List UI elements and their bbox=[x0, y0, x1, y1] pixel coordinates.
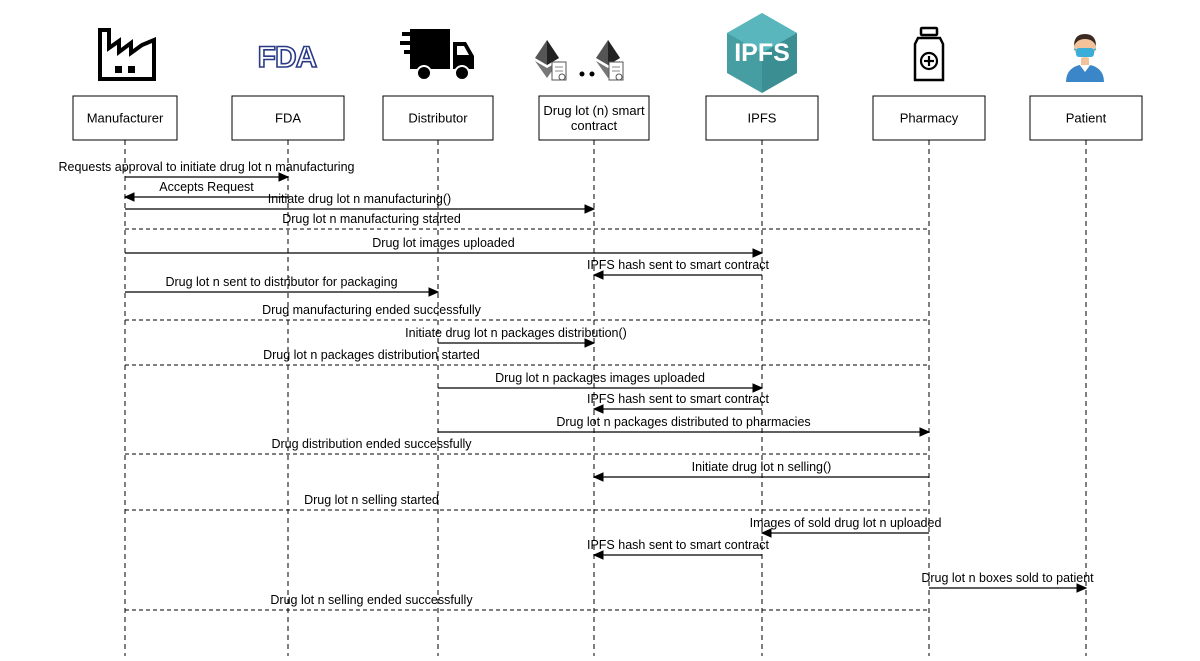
message-label: Drug lot n packages images uploaded bbox=[495, 371, 705, 385]
message-arrow: Initiate drug lot n selling() bbox=[592, 460, 929, 482]
ethereum-contract-icon bbox=[535, 40, 624, 81]
message-label: Images of sold drug lot n uploaded bbox=[750, 516, 942, 530]
fda-logo-text: FDA bbox=[258, 41, 317, 74]
actor-box bbox=[705, 95, 819, 141]
broadcast-message: Drug distribution ended successfully bbox=[125, 437, 929, 455]
actor-label: Pharmacy bbox=[900, 111, 959, 126]
actor-box bbox=[1029, 95, 1143, 141]
actor-box bbox=[382, 95, 494, 141]
message-label: Initiate drug lot n selling() bbox=[692, 460, 832, 474]
medicine-bottle-icon bbox=[913, 26, 945, 82]
actor-label: Manufacturer bbox=[87, 111, 164, 126]
message-arrow: Initiate drug lot n manufacturing() bbox=[125, 192, 596, 214]
broadcast-message: Drug lot n selling ended successfully bbox=[125, 593, 929, 611]
actor-box bbox=[872, 95, 986, 141]
actor-label: Patient bbox=[1066, 111, 1107, 126]
message-arrow: Drug lot n sent to distributor for packa… bbox=[125, 275, 440, 297]
message-arrow: Initiate drug lot n packages distributio… bbox=[405, 326, 627, 348]
message-arrow: Drug lot n packages distributed to pharm… bbox=[438, 415, 931, 437]
actor-distributor: Distributor bbox=[382, 95, 494, 141]
message-arrow: Accepts Request bbox=[123, 180, 288, 202]
ipfs-logo-text: IPFS bbox=[734, 39, 790, 67]
ipfs-cube-icon: IPFS bbox=[727, 13, 797, 93]
actor-ipfs: IPFS bbox=[705, 95, 819, 141]
message-arrow: Drug lot images uploaded bbox=[125, 236, 764, 258]
message-label: IPFS hash sent to smart contract bbox=[587, 392, 770, 406]
message-label: Drug lot n sent to distributor for packa… bbox=[165, 275, 397, 289]
actor-patient: Patient bbox=[1029, 95, 1143, 141]
message-arrow: IPFS hash sent to smart contract bbox=[587, 392, 770, 414]
message-arrow: Drug lot n boxes sold to patient bbox=[921, 571, 1094, 593]
message-label: Drug lot n selling started bbox=[304, 493, 439, 507]
patient-mask-icon bbox=[1066, 34, 1104, 82]
fda-logo-icon: FDA bbox=[247, 24, 327, 82]
actor-label: contract bbox=[571, 118, 618, 133]
message-label: Accepts Request bbox=[159, 180, 254, 194]
broadcast-message: Drug manufacturing ended successfully bbox=[125, 303, 929, 321]
broadcast-message: Drug lot n manufacturing started bbox=[125, 212, 929, 230]
delivery-truck-icon bbox=[400, 29, 474, 81]
actor-fda: FDA bbox=[231, 95, 345, 141]
message-arrow: Images of sold drug lot n uploaded bbox=[750, 516, 942, 538]
message-label: Drug lot images uploaded bbox=[372, 236, 514, 250]
message-label: IPFS hash sent to smart contract bbox=[587, 258, 770, 272]
broadcast-message: Drug lot n selling started bbox=[125, 493, 929, 511]
actor-box bbox=[231, 95, 345, 141]
message-label: Initiate drug lot n manufacturing() bbox=[268, 192, 451, 206]
message-label: Initiate drug lot n packages distributio… bbox=[405, 326, 627, 340]
actor-label: IPFS bbox=[748, 111, 777, 126]
message-label: IPFS hash sent to smart contract bbox=[587, 538, 770, 552]
actor-label: Drug lot (n) smart bbox=[543, 103, 645, 118]
message-label: Drug lot n boxes sold to patient bbox=[921, 571, 1094, 585]
message-arrow: IPFS hash sent to smart contract bbox=[587, 538, 770, 560]
message-label: Drug distribution ended successfully bbox=[271, 437, 472, 451]
message-arrow: IPFS hash sent to smart contract bbox=[587, 258, 770, 280]
message-label: Drug lot n packages distributed to pharm… bbox=[556, 415, 810, 429]
message-label: Requests approval to initiate drug lot n… bbox=[58, 160, 354, 174]
message-label: Drug manufacturing ended successfully bbox=[262, 303, 482, 317]
message-label: Drug lot n manufacturing started bbox=[282, 212, 461, 226]
message-arrow: Drug lot n packages images uploaded bbox=[438, 371, 764, 393]
broadcast-message: Drug lot n packages distribution started bbox=[125, 348, 929, 366]
actor-box bbox=[538, 95, 650, 141]
actor-manufacturer: Manufacturer bbox=[72, 95, 178, 141]
actor-label: Distributor bbox=[408, 111, 468, 126]
message-label: Drug lot n selling ended successfully bbox=[270, 593, 473, 607]
actor-box bbox=[72, 95, 178, 141]
actor-pharmacy: Pharmacy bbox=[872, 95, 986, 141]
message-arrow: Requests approval to initiate drug lot n… bbox=[58, 160, 355, 182]
factory-icon bbox=[98, 28, 156, 81]
actor-label: FDA bbox=[275, 111, 301, 126]
message-label: Drug lot n packages distribution started bbox=[263, 348, 480, 362]
